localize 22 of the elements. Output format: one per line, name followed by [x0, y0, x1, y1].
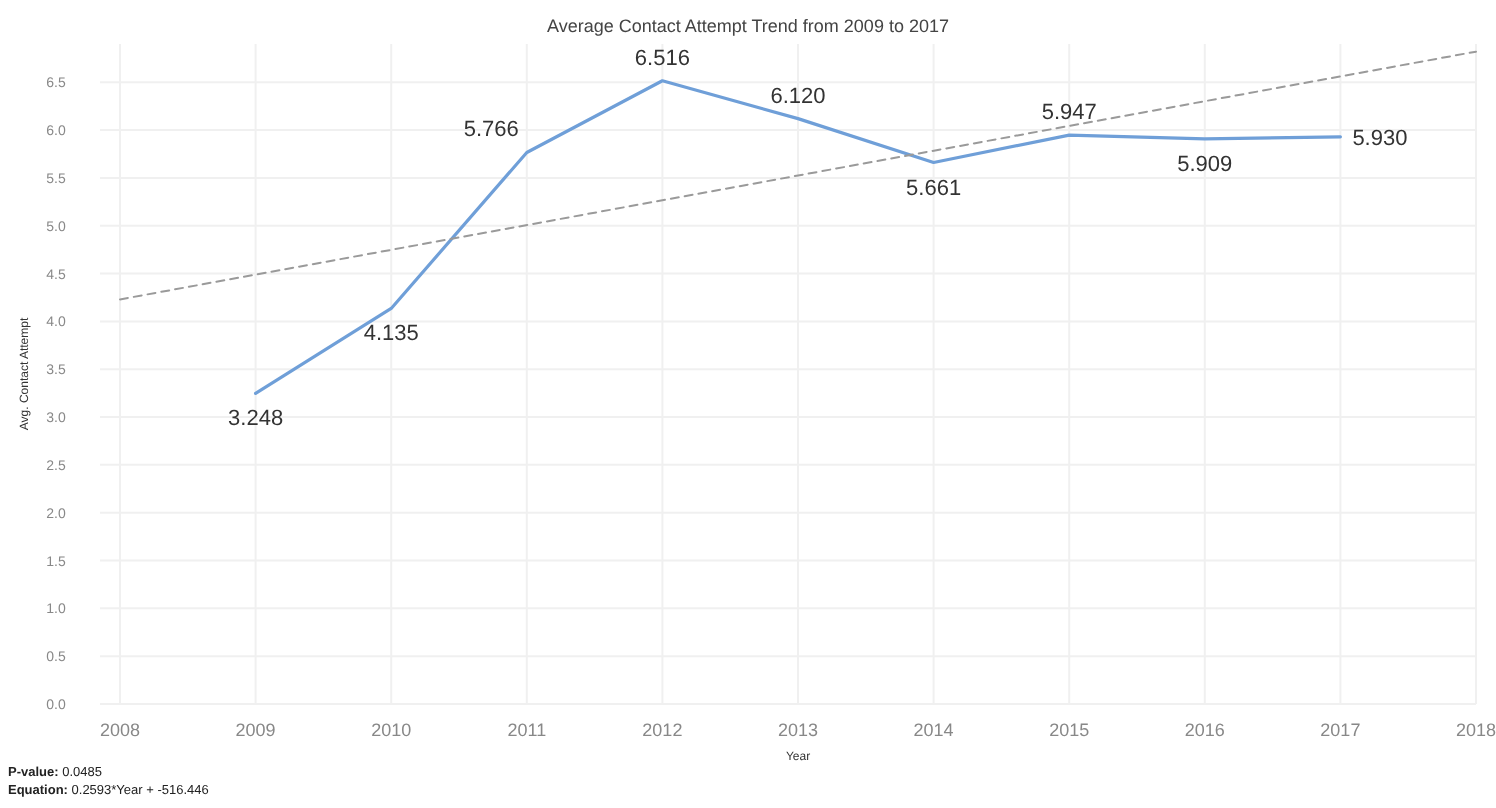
data-label: 6.516 [634, 46, 690, 71]
data-label: 5.909 [1177, 152, 1233, 177]
x-tick-label: 2016 [1184, 720, 1225, 740]
x-tick-label: 2011 [507, 720, 547, 740]
data-label: 5.766 [463, 118, 519, 143]
x-tick-label: 2008 [99, 720, 141, 740]
x-tick-label: 2018 [1455, 720, 1496, 740]
chart-title: Average Contact Attempt Trend from 2009 to 2017 [547, 16, 949, 36]
x-tick-label: 2010 [371, 720, 412, 740]
data-label: 5.947 [1041, 101, 1097, 126]
x-tick-label: 2013 [777, 720, 819, 740]
line-series [254, 79, 1342, 395]
x-tick-label: 2017 [1320, 720, 1361, 740]
data-label: 5.661 [906, 176, 962, 201]
x-tick-label: 2015 [1049, 720, 1090, 740]
data-label: 5.930 [1352, 126, 1408, 151]
data-label: 4.135 [363, 322, 419, 347]
data-label: 3.248 [228, 407, 284, 432]
data-label: 6.120 [770, 84, 826, 109]
x-tick-label: 2012 [642, 720, 683, 740]
x-tick-label: 2009 [235, 720, 276, 740]
x-tick-label: 2014 [913, 720, 954, 740]
